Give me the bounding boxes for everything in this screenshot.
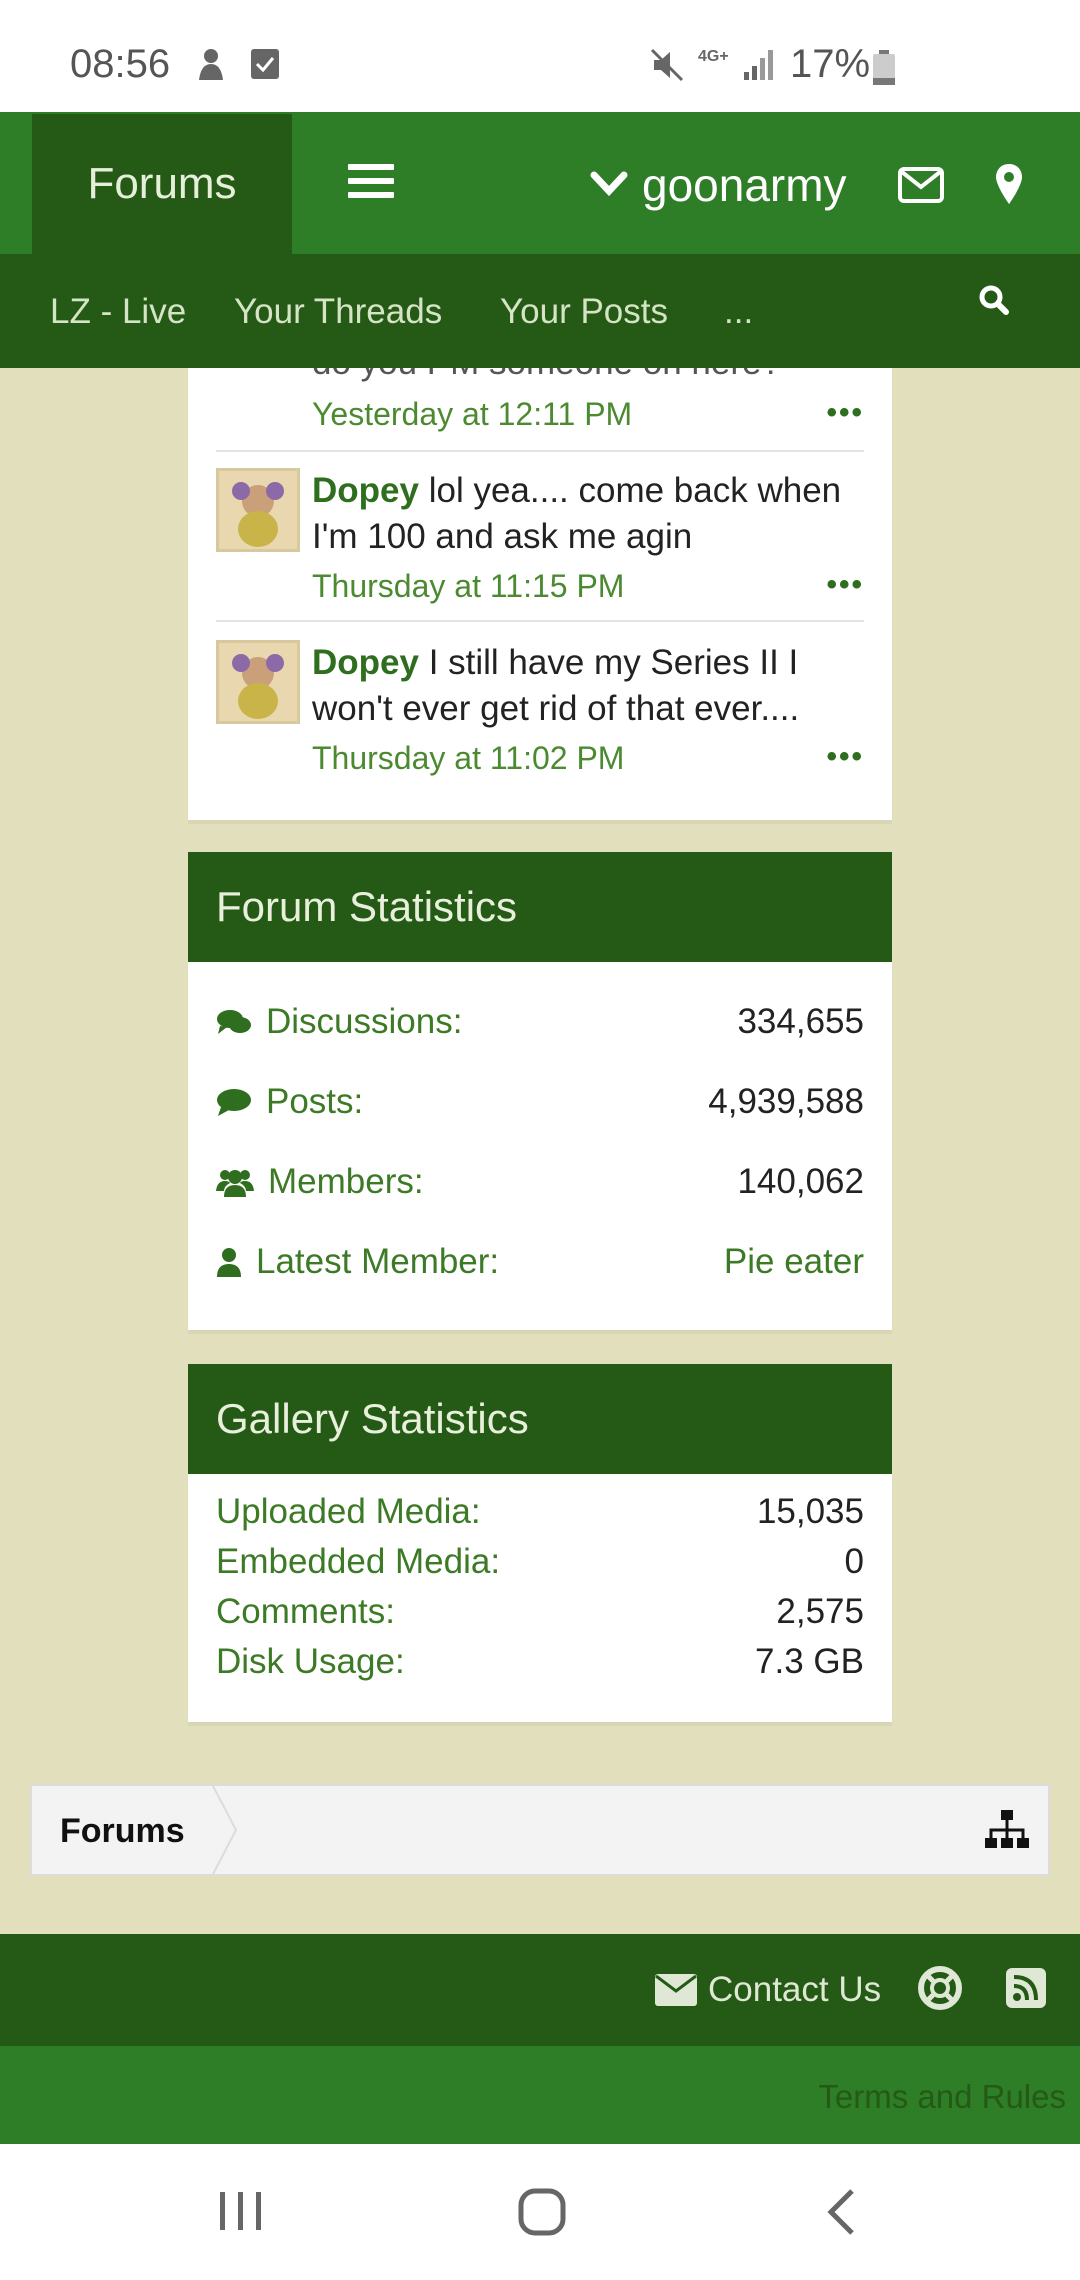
breadcrumb-forums[interactable]: Forums	[60, 1812, 185, 1850]
uploaded-media-value: 15,035	[756, 1492, 864, 1531]
contact-us-link[interactable]: Contact Us	[654, 1970, 881, 2010]
username: goonarmy	[642, 159, 847, 211]
disk-usage-value: 7.3 GB	[755, 1642, 864, 1681]
nav-more[interactable]: ...	[724, 292, 754, 331]
stat-latest-member: Latest Member: Pie eater	[216, 1242, 864, 1282]
stat-posts: Posts: 4,939,588	[216, 1082, 864, 1122]
stat-disk-usage: Disk Usage: 7.3 GB	[216, 1642, 864, 1682]
breadcrumb: Forums	[30, 1784, 1050, 1876]
post-body: lol yea.... come back when I'm 100 and a…	[312, 471, 842, 556]
menu-hamburger-icon[interactable]	[348, 164, 394, 200]
user-menu[interactable]: goonarmy	[590, 158, 847, 212]
search-icon[interactable]	[978, 284, 1010, 321]
home-icon[interactable]	[518, 2188, 566, 2241]
location-pin-icon[interactable]	[994, 162, 1024, 211]
mail-icon[interactable]	[898, 167, 944, 208]
members-value: 140,062	[737, 1162, 864, 1201]
forums-tab[interactable]: Forums	[32, 114, 292, 254]
nav-your-posts[interactable]: Your Posts	[500, 292, 668, 331]
disk-usage-label: Disk Usage:	[216, 1642, 405, 1681]
checkbox-notification-icon	[250, 48, 280, 85]
post-time[interactable]: Thursday at 11:02 PM	[312, 740, 625, 776]
forum-statistics-title: Forum Statistics	[188, 852, 892, 962]
status-time: 08:56	[70, 42, 171, 86]
sitemap-icon[interactable]	[984, 1810, 1030, 1855]
battery-icon	[872, 50, 896, 91]
nav-your-threads[interactable]: Your Threads	[234, 292, 443, 331]
avatar[interactable]	[216, 468, 300, 552]
avatar[interactable]	[216, 640, 300, 724]
post-author[interactable]: Dopey	[312, 643, 419, 682]
post-body: I still have my Series II I won't ever g…	[312, 643, 800, 728]
embedded-media-value: 0	[844, 1542, 864, 1581]
posts-label: Posts:	[266, 1082, 364, 1121]
contact-us-label: Contact Us	[708, 1970, 882, 2009]
more-options-button[interactable]: •••	[826, 568, 864, 601]
user-icon	[217, 1248, 241, 1277]
gallery-statistics-title: Gallery Statistics	[188, 1364, 892, 1474]
chevron-down-icon	[590, 171, 628, 197]
users-icon	[216, 1170, 254, 1197]
signal-icon	[742, 48, 776, 87]
comments-label: Comments:	[216, 1592, 395, 1631]
post-time[interactable]: Thursday at 11:15 PM	[312, 568, 625, 604]
uploaded-media-label: Uploaded Media:	[216, 1492, 481, 1531]
profile-posts-panel: do you PM someone on here? Yesterday at …	[188, 368, 892, 824]
stat-uploaded-media: Uploaded Media: 15,035	[216, 1492, 864, 1532]
battery-percent: 17%	[790, 42, 871, 86]
comments-icon	[217, 1010, 251, 1034]
post-time[interactable]: Yesterday at 12:11 PM	[312, 396, 633, 432]
post-text: do you PM someone on here?	[312, 368, 864, 386]
breadcrumb-separator	[211, 1784, 238, 1876]
network-type-icon: 4G+	[698, 48, 729, 66]
comments-value: 2,575	[776, 1592, 864, 1631]
latest-member-link[interactable]: Pie eater	[723, 1242, 864, 1281]
discussions-label: Discussions:	[266, 1002, 463, 1041]
divider	[216, 450, 864, 452]
more-options-button[interactable]: •••	[826, 396, 864, 429]
help-lifebuoy-icon[interactable]	[918, 1966, 962, 2015]
post-text: Dopey lol yea.... come back when I'm 100…	[312, 468, 864, 560]
network-type-label: 4G+	[698, 48, 729, 65]
stat-discussions: Discussions: 334,655	[216, 1002, 864, 1042]
posts-value: 4,939,588	[708, 1082, 864, 1121]
rss-icon[interactable]	[1006, 1968, 1046, 2013]
back-icon[interactable]	[826, 2188, 856, 2241]
discussions-value: 334,655	[737, 1002, 864, 1041]
system-navigation-bar	[0, 2144, 1080, 2280]
envelope-icon	[655, 1974, 697, 2006]
notification-person-icon	[196, 48, 226, 87]
members-label: Members:	[268, 1162, 424, 1201]
top-navigation: Forums goonarmy	[0, 112, 1080, 254]
forum-statistics-panel: Forum Statistics Discussions: 334,655 Po…	[188, 852, 892, 1334]
post-text: Dopey I still have my Series II I won't …	[312, 640, 864, 732]
comment-icon	[217, 1089, 251, 1116]
footer-bottom: Terms and Rules	[0, 2046, 1080, 2144]
stat-embedded-media: Embedded Media: 0	[216, 1542, 864, 1582]
stat-members: Members: 140,062	[216, 1162, 864, 1202]
mute-icon	[650, 48, 686, 87]
footer: Contact Us	[0, 1934, 1080, 2046]
post-author[interactable]: Dopey	[312, 471, 419, 510]
more-options-button[interactable]: •••	[826, 740, 864, 773]
terms-and-rules-link[interactable]: Terms and Rules	[818, 2078, 1066, 2115]
gallery-statistics-panel: Gallery Statistics Uploaded Media: 15,03…	[188, 1364, 892, 1726]
sub-navigation: LZ - Live Your Threads Your Posts ...	[0, 254, 1080, 368]
recent-apps-icon[interactable]	[218, 2190, 264, 2237]
nav-lz-live[interactable]: LZ - Live	[50, 292, 187, 331]
embedded-media-label: Embedded Media:	[216, 1542, 501, 1581]
divider	[216, 620, 864, 622]
stat-comments: Comments: 2,575	[216, 1592, 864, 1632]
latest-member-label: Latest Member:	[256, 1242, 500, 1281]
status-bar: 08:56 4G+ 17%	[0, 0, 1080, 112]
